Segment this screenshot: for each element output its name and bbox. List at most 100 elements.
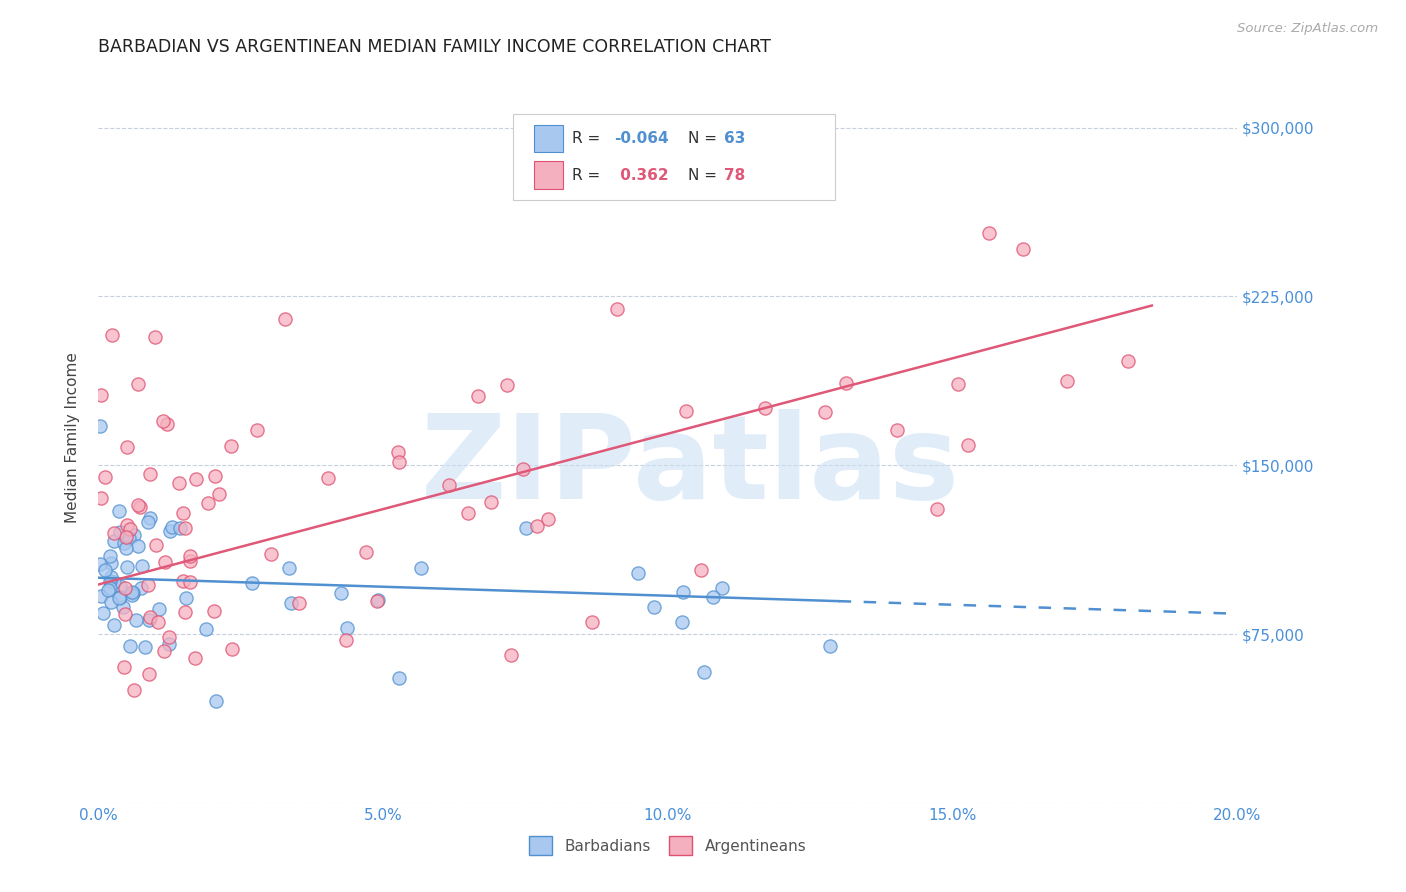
Point	[886, 423, 908, 437]
Point	[108, 504, 131, 518]
Point	[121, 586, 143, 600]
Point	[240, 576, 263, 591]
Point	[515, 521, 537, 535]
Point	[409, 560, 432, 574]
Point	[977, 227, 1000, 241]
Point	[1012, 242, 1035, 256]
Point	[115, 517, 138, 532]
Point	[121, 585, 143, 599]
Point	[643, 599, 665, 614]
Point	[160, 520, 183, 534]
Point	[174, 521, 197, 535]
Point	[246, 423, 269, 437]
Point	[274, 312, 297, 326]
Point	[112, 660, 135, 674]
Point	[100, 595, 122, 609]
Point	[172, 574, 194, 589]
Point	[169, 521, 191, 535]
Point	[814, 405, 837, 419]
Point	[118, 639, 141, 653]
Text: R =: R =	[572, 131, 606, 146]
Point	[103, 574, 125, 589]
Point	[366, 594, 388, 608]
Point	[834, 376, 856, 390]
Text: BARBADIAN VS ARGENTINEAN MEDIAN FAMILY INCOME CORRELATION CHART: BARBADIAN VS ARGENTINEAN MEDIAN FAMILY I…	[98, 38, 772, 56]
Point	[204, 604, 226, 618]
Point	[675, 403, 697, 417]
Point	[179, 549, 201, 563]
Point	[627, 566, 650, 581]
Point	[957, 437, 980, 451]
Text: 0.362: 0.362	[614, 168, 668, 183]
Point	[131, 558, 153, 573]
Point	[388, 455, 411, 469]
Point	[335, 632, 357, 647]
Point	[148, 602, 170, 616]
Point	[103, 618, 125, 632]
Point	[127, 498, 149, 512]
Point	[98, 581, 121, 595]
Point	[186, 472, 208, 486]
Point	[139, 467, 162, 481]
Point	[136, 577, 159, 591]
Point	[114, 581, 136, 595]
Point	[90, 491, 112, 505]
Point	[581, 615, 603, 629]
Point	[118, 531, 141, 545]
Point	[606, 302, 628, 317]
Point	[110, 590, 132, 604]
Point	[145, 538, 167, 552]
Point	[127, 377, 149, 392]
Point	[112, 535, 135, 549]
Point	[692, 665, 714, 680]
Point	[174, 591, 197, 606]
Point	[537, 511, 560, 525]
Point	[97, 582, 120, 597]
Point	[118, 522, 141, 536]
Point	[499, 648, 522, 662]
Point	[318, 471, 340, 485]
Point	[89, 557, 111, 571]
Point	[125, 613, 148, 627]
Text: 78: 78	[724, 168, 745, 183]
Point	[437, 478, 460, 492]
Point	[388, 671, 411, 685]
Point	[221, 641, 243, 656]
Point	[278, 561, 301, 575]
Y-axis label: Median Family Income: Median Family Income	[65, 351, 80, 523]
Point	[495, 377, 517, 392]
Point	[157, 637, 180, 651]
Point	[136, 515, 159, 529]
Point	[354, 545, 377, 559]
Point	[1056, 375, 1078, 389]
Point	[110, 524, 132, 539]
Point	[146, 615, 169, 629]
Point	[280, 596, 302, 610]
Text: R =: R =	[572, 168, 606, 183]
Text: N =: N =	[688, 168, 721, 183]
Point	[122, 683, 145, 698]
Point	[671, 615, 693, 629]
Point	[512, 462, 534, 476]
Point	[197, 496, 219, 510]
Point	[946, 377, 969, 392]
Point	[89, 419, 111, 434]
Legend: Barbadians, Argentineans: Barbadians, Argentineans	[523, 830, 813, 861]
Text: 63: 63	[724, 131, 745, 146]
Point	[98, 549, 121, 563]
Point	[457, 507, 479, 521]
Point	[134, 640, 156, 654]
Point	[260, 547, 283, 561]
Point	[101, 328, 124, 343]
Point	[115, 440, 138, 454]
Point	[100, 556, 122, 570]
Point	[754, 401, 776, 415]
Text: Source: ZipAtlas.com: Source: ZipAtlas.com	[1237, 22, 1378, 36]
Point	[98, 574, 121, 588]
Point	[367, 592, 389, 607]
Point	[90, 388, 112, 402]
Text: ZIPatlas: ZIPatlas	[420, 409, 960, 524]
Point	[128, 500, 150, 515]
Point	[93, 563, 115, 577]
Point	[710, 581, 733, 595]
